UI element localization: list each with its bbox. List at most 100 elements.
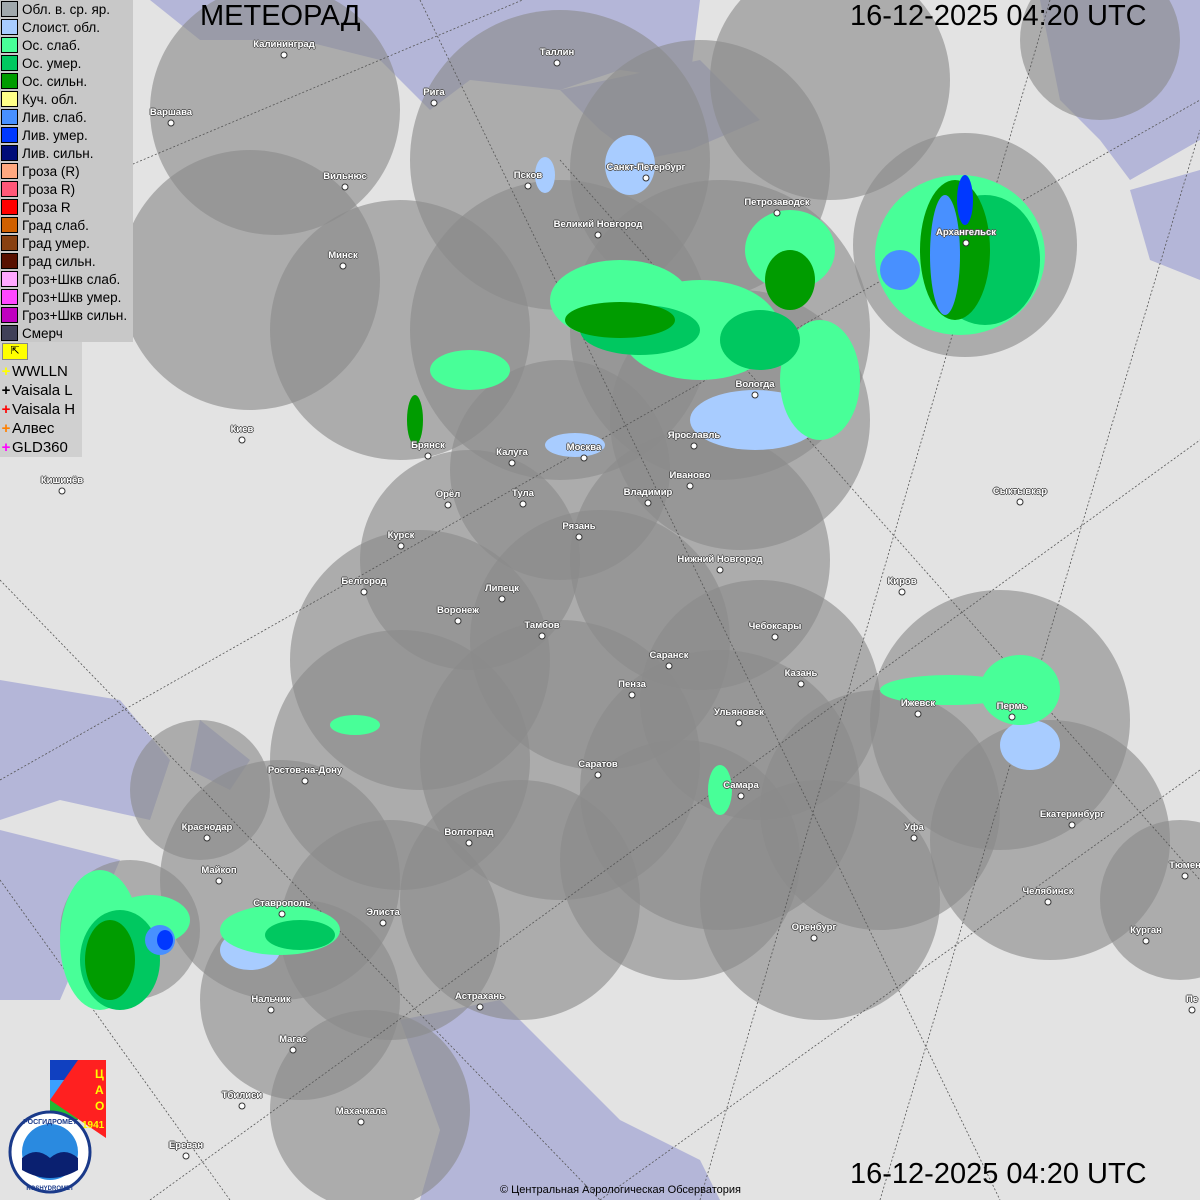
radar-coverage-circle [1020,0,1180,120]
city-marker-icon [686,482,694,490]
city-label: Москва [566,442,602,453]
legend-swatch [1,307,18,323]
legend-label: Слоист. обл. [22,19,101,35]
legend-item: Ос. слаб. [0,36,133,54]
legend-label: Обл. в. ср. яр. [22,1,111,17]
city-label: Пенза [618,679,646,690]
city-label: Саранск [649,650,689,661]
city-marker-icon [397,542,405,550]
legend-item: Ос. сильн. [0,72,133,90]
legend-swatch [1,235,18,251]
city-marker-icon [594,231,602,239]
legend-item: Лив. слаб. [0,108,133,126]
lightning-legend: ⇱ + WWLLN + Vaisala L + Vaisala H + Алвес + GLD36… [0,342,82,457]
svg-text:ROSHYDROMET: ROSHYDROMET [26,1186,74,1192]
precipitation-echoes [60,135,1060,1010]
city-marker-icon [215,877,223,885]
city-label: Элиста [366,907,400,918]
precip-echo [765,250,815,310]
city-marker-icon [524,182,532,190]
svg-text:А: А [95,1083,104,1097]
legend-label: Куч. обл. [22,91,78,107]
city-label: Киев [230,424,254,435]
legend-item: Слоист. обл. [0,18,133,36]
city-label: Астрахань [455,991,505,1002]
city-marker-icon [962,239,970,247]
legend-swatch [1,325,18,341]
city-marker-icon [737,792,745,800]
city-marker-icon [771,633,779,641]
precip-echo [265,920,335,950]
city-marker-icon [476,1003,484,1011]
precip-echo [880,250,920,290]
legend-item: Смерч [0,324,133,342]
city-label: Калуга [496,447,528,458]
legend-swatch [1,73,18,89]
timestamp-bottom: 16-12-2025 04:20 UTC [850,1158,1147,1190]
city-marker-icon [167,119,175,127]
flag-icon[interactable]: ⇱ [2,343,28,360]
legend-swatch [1,37,18,53]
city-label: Саратов [578,759,618,770]
city-label: Чебоксары [748,621,802,632]
city-marker-icon [716,566,724,574]
legend-label: Гроз+Шкв слаб. [22,271,121,287]
legend-item: Град сильн. [0,252,133,270]
legend-label: Ос. слаб. [22,37,81,53]
precip-echo [957,175,973,225]
city-marker-icon [1068,821,1076,829]
city-marker-icon [454,617,462,625]
city-marker-icon [898,588,906,596]
city-marker-icon [1181,872,1189,880]
city-marker-icon [751,391,759,399]
legend-swatch [1,145,18,161]
lightning-network-item: + Vaisala H [0,400,82,419]
city-label: Майкоп [201,865,237,876]
lightning-cross-icon: + [1,439,11,456]
legend-swatch [1,55,18,71]
city-marker-icon [58,487,66,495]
city-label: Тюмен [1169,860,1200,871]
lightning-network-item: + GLD360 [0,438,82,457]
city-marker-icon [465,839,473,847]
city-label: Калининград [253,39,315,50]
city-label: Ульяновск [714,707,764,718]
city-label: Екатеринбург [1039,809,1105,820]
city-marker-icon [498,595,506,603]
city-marker-icon [203,834,211,842]
legend-item: Гроза R) [0,180,133,198]
city-label: Киров [887,576,917,587]
lightning-cross-icon: + [1,382,11,399]
city-label: Краснодар [181,822,233,833]
legend-item: Гроз+Шкв слаб. [0,270,133,288]
city-label: Уфа [904,822,924,833]
legend-item: Обл. в. ср. яр. [0,0,133,18]
city-label: Липецк [484,583,520,594]
legend-item: Гроз+Шкв умер. [0,288,133,306]
city-label: Курск [387,530,415,541]
precip-echo [930,195,960,315]
legend-swatch [1,19,18,35]
city-marker-icon [914,710,922,718]
precip-echo [85,920,135,1000]
city-label: Челябинск [1022,886,1074,897]
city-marker-icon [553,59,561,67]
map-title: МЕТЕОРАД [200,0,361,32]
legend-swatch [1,217,18,233]
precip-echo [545,433,605,457]
city-label: Ереван [168,1140,204,1151]
precip-echo [430,350,510,390]
lightning-label: GLD360 [12,439,68,456]
city-marker-icon [1142,937,1150,945]
city-marker-icon [1008,713,1016,721]
city-label: Санкт-Петербург [606,162,686,173]
city-label: Тбилиси [221,1090,263,1101]
city-marker-icon [910,834,918,842]
legend-label: Гроз+Шкв умер. [22,289,122,305]
city-label: Ставрополь [253,898,311,909]
city-label: Кишинёв [40,475,84,486]
city-marker-icon [360,588,368,596]
legend-label: Лив. сильн. [22,145,94,161]
radar-coverage [60,0,1200,1200]
